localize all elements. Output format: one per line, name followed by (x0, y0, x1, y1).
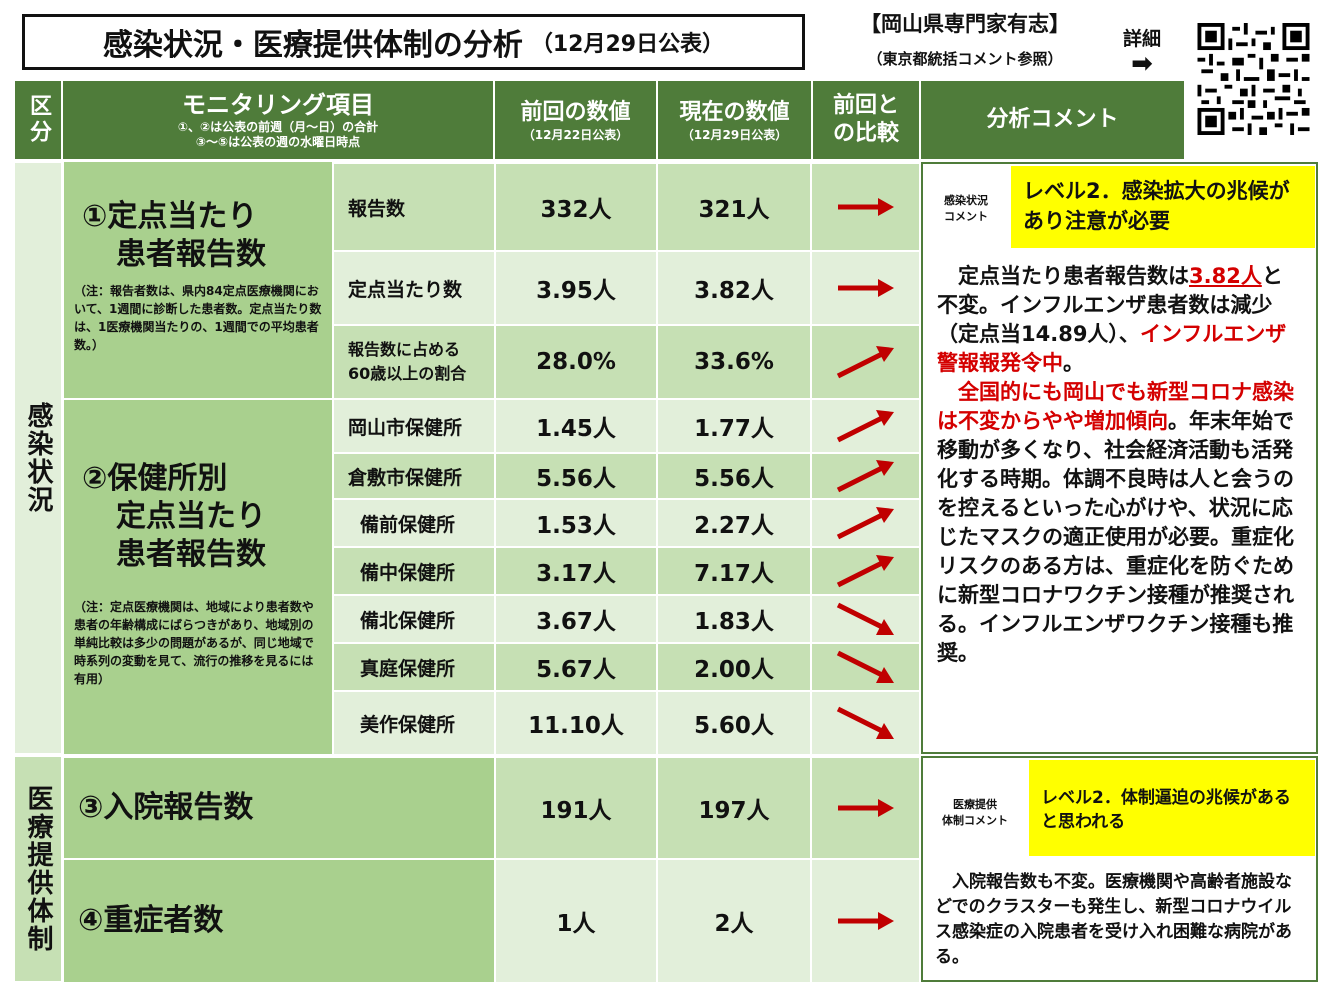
section2-row-curr: 5.60人 (658, 692, 810, 754)
section2-row-label: 倉敷市保健所 (334, 454, 494, 498)
section1-title-line1: ①定点当たり (82, 199, 258, 234)
section2-row-curr: 1.77人 (658, 400, 810, 452)
trend-up-arrow-icon (812, 454, 919, 498)
section2-row-prev: 1.45人 (496, 400, 656, 452)
section1-row-curr: 321人 (658, 164, 810, 250)
section1-title-line2: 患者報告数 (116, 237, 266, 272)
trend-up-arrow-icon (812, 400, 919, 452)
section4-curr: 2人 (658, 860, 810, 982)
trend-down-arrow-icon (812, 692, 919, 754)
publish-date: （12月29日公表） (530, 32, 725, 57)
trend-flat-arrow-icon (812, 860, 919, 982)
section3-curr: 197人 (658, 758, 810, 858)
detail-label: 詳細 (1122, 28, 1161, 50)
title-box: 感染状況・医療提供体制の分析 （12月29日公表） (22, 14, 805, 70)
section2-row-label: 備北保健所 (334, 596, 494, 642)
section1-row-label: 定点当たり数 (334, 252, 494, 324)
header-monitoring-item: モニタリング項目 ①、②は公表の前週（月～日）の合計 ③～⑤は公表の週の水曜日時… (62, 80, 494, 160)
section2-row-curr: 1.83人 (658, 596, 810, 642)
trend-flat-arrow-icon (812, 252, 919, 324)
section1-row-curr: 3.82人 (658, 252, 810, 324)
section1-row-prev: 332人 (496, 164, 656, 250)
header-analysis-comment: 分析コメント (920, 80, 1185, 160)
section2-row-prev: 5.67人 (496, 644, 656, 690)
section2-row-label: 真庭保健所 (334, 644, 494, 690)
section2-row-prev: 5.56人 (496, 454, 656, 498)
infection-comment-text: 定点当たり患者報告数は3.82人と不変。インフルエンザ患者数は減少（定点当14.… (937, 264, 1294, 665)
section1-row-prev: 28.0% (496, 326, 656, 398)
medical-comment-label: 医療提供 体制コメント (925, 770, 1025, 854)
section4-title: ④重症者数 (64, 860, 494, 982)
header-category: 区分 (14, 80, 62, 160)
section2-row-prev: 1.53人 (496, 500, 656, 546)
section2-title-line1: ②保健所別 (82, 461, 228, 496)
infection-comment-panel (921, 162, 1318, 754)
section2-row-prev: 3.67人 (496, 596, 656, 642)
medical-comment-text: 入院報告数も不変。医療機関や高齢者施設などでのクラスターも発生し、新型コロナウイ… (935, 872, 1292, 967)
arrow-right-icon: ➡ (1131, 49, 1153, 79)
section2-row-label: 美作保健所 (334, 692, 494, 754)
section2-row-label: 備中保健所 (334, 548, 494, 594)
section2-row-curr: 7.17人 (658, 548, 810, 594)
trend-flat-arrow-icon (812, 164, 919, 250)
section2-note: （注：定点医療機関は、地域により患者数や患者の年齢構成にばらつきがあり、地域別の… (74, 600, 314, 686)
section2-row-curr: 2.00人 (658, 644, 810, 690)
section1-row-curr: 33.6% (658, 326, 810, 398)
organization: 【岡山県専門家有志】 (860, 12, 1070, 36)
section2-title-line3: 患者報告数 (116, 537, 266, 572)
qr-code[interactable] (1196, 23, 1311, 135)
trend-up-arrow-icon (812, 548, 919, 594)
page-title: 感染状況・医療提供体制の分析 (102, 28, 523, 63)
trend-up-arrow-icon (812, 500, 919, 546)
section4-prev: 1人 (496, 860, 656, 982)
trend-up-arrow-icon (812, 326, 919, 398)
section1-row-label: 報告数に占める 60歳以上の割合 (334, 326, 494, 398)
category-medical: 医療提供体制 (14, 756, 62, 982)
trend-flat-arrow-icon (812, 758, 919, 858)
header-previous-value: 前回の数値 （12月22日公表） (494, 80, 657, 160)
header-comparison: 前回と の比較 (812, 80, 920, 160)
section1-row-label: 報告数 (334, 164, 494, 250)
infection-level-badge: レベル2．感染拡大の兆候があり注意が必要 (1011, 166, 1315, 248)
section2-row-label: 備前保健所 (334, 500, 494, 546)
header-current-value: 現在の数値 （12月29日公表） (657, 80, 812, 160)
detail-link[interactable]: 詳細 ➡ (1112, 24, 1172, 77)
section1-row-prev: 3.95人 (496, 252, 656, 324)
section1-note: （注：報告者数は、県内84定点医療機関において、1週間に診断した患者数。定点当た… (74, 284, 322, 352)
organization-note: （東京都統括コメント参照） (867, 50, 1063, 68)
section2-title-line2: 定点当たり (116, 499, 266, 534)
section2-title-cell: ②保健所別 定点当たり 患者報告数 （注：定点医療機関は、地域により患者数や患者… (64, 400, 332, 754)
section2-row-curr: 5.56人 (658, 454, 810, 498)
section2-row-label: 岡山市保健所 (334, 400, 494, 452)
trend-down-arrow-icon (812, 644, 919, 690)
section2-row-prev: 3.17人 (496, 548, 656, 594)
medical-level-badge: レベル2．体制逼迫の兆候があると思われる (1029, 760, 1315, 856)
section2-row-curr: 2.27人 (658, 500, 810, 546)
section1-title-cell: ①定点当たり 患者報告数 （注：報告者数は、県内84定点医療機関において、1週間… (64, 162, 332, 398)
category-infection: 感染状況 (14, 162, 62, 754)
section3-prev: 191人 (496, 758, 656, 858)
section3-title: ③入院報告数 (64, 758, 494, 858)
infection-comment-label: 感染状況 コメント (925, 170, 1007, 246)
trend-down-arrow-icon (812, 596, 919, 642)
section2-row-prev: 11.10人 (496, 692, 656, 754)
